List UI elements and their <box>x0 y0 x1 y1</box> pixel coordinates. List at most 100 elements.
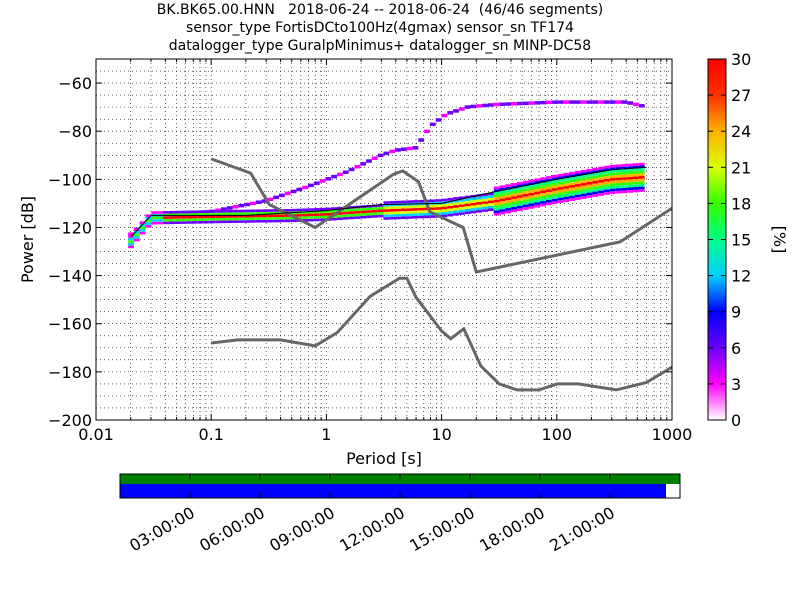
ppsd-cell <box>174 213 181 217</box>
ppsd-cell <box>493 207 500 211</box>
ppsd-cell <box>186 210 192 214</box>
ppsd-cell <box>598 187 605 191</box>
ppsd-cell <box>441 206 448 210</box>
ppsd-cell <box>574 186 581 190</box>
ppsd-cell <box>418 215 425 219</box>
ppsd-cell <box>279 214 285 217</box>
ppsd-cell <box>638 189 645 192</box>
ppsd-cell <box>389 216 396 220</box>
ppsd-cell <box>325 210 332 213</box>
ppsd-cell <box>400 211 407 214</box>
ppsd-cell <box>377 153 384 158</box>
ppsd-cell <box>197 212 204 216</box>
ppsd-cell <box>383 209 390 212</box>
ppsd-cell <box>273 195 280 200</box>
ppsd-cell <box>627 182 634 185</box>
ppsd-cell <box>580 196 587 199</box>
ppsd-cell <box>400 205 407 209</box>
ppsd-cell <box>563 199 570 202</box>
ppsd-cell <box>522 196 529 200</box>
ppsd-cell <box>249 201 256 206</box>
ppsd-cell <box>609 175 616 179</box>
ppsd-cell <box>540 182 546 186</box>
ppsd-cell <box>534 181 541 184</box>
ppsd-cell <box>499 201 506 204</box>
ppsd-cell <box>615 164 622 168</box>
ppsd-cell <box>470 104 477 109</box>
ppsd-cell <box>476 196 483 200</box>
ppsd-cell <box>540 193 546 196</box>
ppsd-cell <box>464 195 471 199</box>
ppsd-cell <box>545 191 552 195</box>
ppsd-cell <box>627 184 634 188</box>
ppsd-cell <box>540 198 546 202</box>
ppsd-cell <box>464 211 471 215</box>
timeline-tick-label: 06:00:00 <box>196 503 268 555</box>
ppsd-cell <box>487 192 494 196</box>
ppsd-cell <box>400 200 407 204</box>
ppsd-cell <box>633 171 639 174</box>
ppsd-cell <box>366 207 372 211</box>
ppsd-cell <box>249 209 256 213</box>
ppsd-cell <box>563 191 570 194</box>
ppsd-cell <box>453 207 459 211</box>
ppsd-cell <box>418 210 425 214</box>
ppsd-cell <box>366 210 372 213</box>
y-tick-label: −160 <box>48 315 92 334</box>
ppsd-cell <box>319 207 326 211</box>
ppsd-cell <box>557 192 564 196</box>
ppsd-cell <box>516 195 523 198</box>
ppsd-cell <box>406 200 413 203</box>
ppsd-cell <box>621 190 628 194</box>
ppsd-cell <box>273 219 280 223</box>
ppsd-cell <box>395 206 401 209</box>
ppsd-cell <box>360 162 367 166</box>
ppsd-cell <box>563 180 570 184</box>
ppsd-cell <box>516 187 523 190</box>
ppsd-cell <box>609 178 616 181</box>
ppsd-cell <box>580 175 587 178</box>
ppsd-cell <box>162 218 169 222</box>
ppsd-cell <box>197 215 204 219</box>
ppsd-cell <box>499 209 506 212</box>
ppsd-cell <box>348 216 355 220</box>
ppsd-cell <box>592 186 599 189</box>
ppsd-cell <box>470 200 477 203</box>
ppsd-cell <box>366 215 372 219</box>
ppsd-cell <box>284 191 291 196</box>
ppsd-cell <box>528 195 535 199</box>
ppsd-cell <box>145 224 152 228</box>
ppsd-cell <box>586 176 593 180</box>
ppsd-cell <box>545 194 552 198</box>
ppsd-cell <box>174 216 181 219</box>
ppsd-cell <box>429 199 436 203</box>
ppsd-cell <box>168 221 175 225</box>
ppsd-cell <box>476 204 483 208</box>
ppsd-cell <box>551 182 558 186</box>
ppsd-cell <box>598 179 605 183</box>
ppsd-cell <box>441 198 448 202</box>
ppsd-cell <box>284 208 291 212</box>
ppsd-cell <box>609 183 616 186</box>
ppsd-cell <box>302 219 309 222</box>
ppsd-cell <box>354 164 361 169</box>
ppsd-cell <box>226 215 233 218</box>
ppsd-cell <box>493 191 500 195</box>
ppsd-cell <box>522 207 529 210</box>
ppsd-cell <box>499 198 506 202</box>
ppsd-cell <box>267 209 274 212</box>
ppsd-cell <box>261 211 268 215</box>
ppsd-cell <box>493 205 500 208</box>
ppsd-cell <box>412 213 419 216</box>
ppsd-cell <box>157 221 163 225</box>
ppsd-cell <box>406 216 413 219</box>
ppsd-cell <box>545 176 552 179</box>
ppsd-cell <box>627 190 634 193</box>
ppsd-cell <box>586 168 593 172</box>
ppsd-cell <box>604 171 610 174</box>
ppsd-cell <box>627 174 634 177</box>
ppsd-cell <box>499 185 506 188</box>
ppsd-cell <box>528 187 535 191</box>
ppsd-cell <box>371 156 378 160</box>
mean-line <box>130 166 647 238</box>
